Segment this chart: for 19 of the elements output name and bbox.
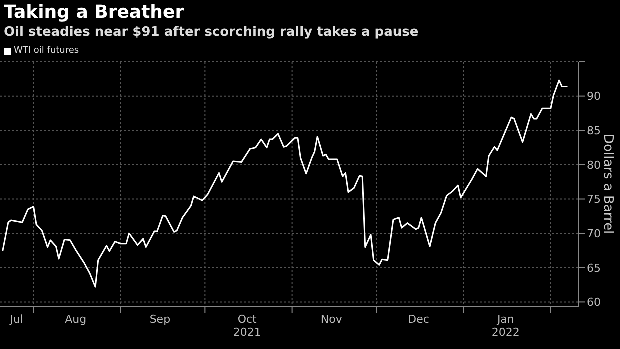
chart-subtitle: Oil steadies near $91 after scorching rally takes a pause	[4, 25, 419, 40]
x-tick-label: Jul	[9, 313, 24, 326]
x-tick-label: Aug	[65, 313, 87, 326]
y-tick-label: 65	[587, 262, 601, 275]
y-tick-label: 80	[587, 158, 601, 172]
x-tick-label: Jan 2022	[492, 313, 520, 339]
y-tick-label: 75	[587, 193, 601, 206]
y-tick-label: 85	[587, 124, 601, 138]
x-tick-label: Sep	[150, 313, 171, 326]
x-tick-label: Oct 2021	[233, 313, 262, 339]
line-series	[2, 80, 569, 288]
y-tick-label: 70	[587, 227, 601, 240]
x-tick-label: Dec	[408, 313, 430, 326]
x-tick-label: Nov	[320, 313, 343, 326]
chart-title: Taking a Breather	[4, 2, 184, 23]
y-axis-title: Dollars a Barrel	[600, 134, 616, 235]
y-tick-label: 60	[587, 296, 601, 310]
y-tick-label: 90	[587, 90, 601, 104]
legend-label: WTI oil futures	[14, 46, 80, 56]
